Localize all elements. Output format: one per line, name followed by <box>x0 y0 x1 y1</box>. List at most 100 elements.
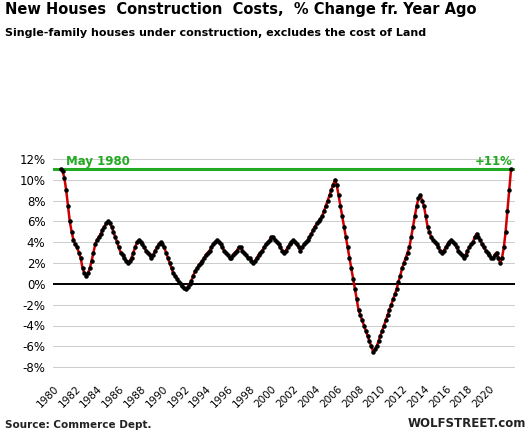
Point <box>431 239 439 246</box>
Point <box>153 244 161 251</box>
Point <box>285 241 294 248</box>
Point <box>313 220 321 227</box>
Point <box>503 207 512 214</box>
Point <box>469 239 477 246</box>
Point <box>358 317 366 324</box>
Point <box>93 237 101 243</box>
Point <box>67 228 76 235</box>
Point <box>256 249 264 256</box>
Point <box>194 262 203 269</box>
Point <box>136 239 145 246</box>
Point <box>78 265 87 272</box>
Point <box>291 239 299 246</box>
Point <box>205 247 214 254</box>
Point <box>233 247 241 254</box>
Point <box>323 197 332 204</box>
Point <box>56 166 65 173</box>
Point <box>498 254 506 261</box>
Point <box>109 228 117 235</box>
Point <box>380 322 388 329</box>
Point <box>507 166 515 173</box>
Point <box>73 244 81 251</box>
Point <box>336 202 345 209</box>
Point <box>142 247 150 254</box>
Point <box>349 275 357 282</box>
Point <box>482 247 490 254</box>
Point <box>104 218 112 225</box>
Point <box>84 270 92 277</box>
Point <box>335 192 343 199</box>
Point <box>332 181 341 188</box>
Point <box>118 251 127 258</box>
Point <box>405 244 414 251</box>
Point <box>491 251 499 258</box>
Point <box>407 233 415 240</box>
Point <box>240 249 249 256</box>
Point <box>140 244 149 251</box>
Point <box>149 251 158 258</box>
Point <box>275 241 283 248</box>
Text: WOLFSTREET.com: WOLFSTREET.com <box>407 417 526 430</box>
Point <box>158 241 167 248</box>
Point <box>65 218 74 225</box>
Point <box>263 239 272 246</box>
Point <box>383 312 392 319</box>
Point <box>145 251 154 258</box>
Point <box>133 239 141 246</box>
Text: +11%: +11% <box>475 155 513 168</box>
Point <box>247 257 255 264</box>
Point <box>138 241 147 248</box>
Point <box>476 237 484 243</box>
Point <box>202 251 210 258</box>
Point <box>131 244 140 251</box>
Point <box>260 244 268 251</box>
Point <box>501 228 510 235</box>
Point <box>378 327 387 334</box>
Point <box>173 275 181 282</box>
Point <box>134 237 143 243</box>
Point <box>189 272 198 279</box>
Point <box>287 239 296 246</box>
Point <box>371 346 379 353</box>
Point <box>322 202 330 209</box>
Point <box>441 244 450 251</box>
Point <box>347 265 356 272</box>
Point <box>474 233 483 240</box>
Point <box>203 249 212 256</box>
Point <box>429 237 437 243</box>
Point <box>64 202 72 209</box>
Point <box>309 226 318 233</box>
Point <box>196 260 205 266</box>
Point <box>251 257 259 264</box>
Point <box>164 254 172 261</box>
Point <box>372 343 381 350</box>
Point <box>225 254 234 261</box>
Point <box>180 285 189 292</box>
Point <box>244 254 252 261</box>
Point <box>276 244 285 251</box>
Point <box>227 254 236 261</box>
Point <box>69 237 78 243</box>
Point <box>401 254 410 261</box>
Point <box>296 247 305 254</box>
Point <box>144 249 152 256</box>
Point <box>496 260 504 266</box>
Point <box>220 247 228 254</box>
Point <box>302 239 310 246</box>
Point <box>436 247 444 254</box>
Point <box>307 230 315 237</box>
Point <box>209 241 218 248</box>
Point <box>58 168 67 175</box>
Text: New Houses  Construction  Costs,  % Change fr. Year Ago: New Houses Construction Costs, % Change … <box>5 2 477 17</box>
Point <box>147 254 156 261</box>
Point <box>115 244 123 251</box>
Point <box>200 254 209 261</box>
Point <box>162 249 170 256</box>
Point <box>363 332 372 339</box>
Point <box>222 249 230 256</box>
Point <box>458 251 466 258</box>
Point <box>87 257 96 264</box>
Point <box>293 241 301 248</box>
Point <box>394 278 402 285</box>
Point <box>443 241 452 248</box>
